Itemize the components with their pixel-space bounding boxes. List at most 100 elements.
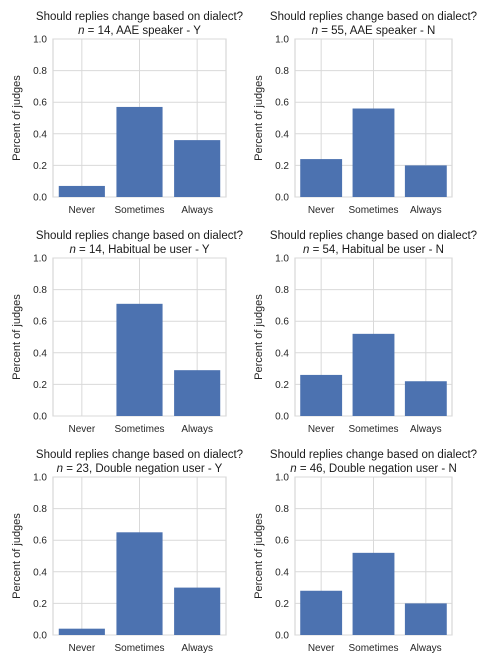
- subtitle-detail: = 23, Double negation user - Y: [63, 463, 223, 475]
- subtitle-n: n: [69, 244, 75, 256]
- subtitle-detail: = 14, Habitual be user - Y: [76, 244, 210, 256]
- chart-title: Should replies change based on dialect?: [36, 230, 243, 242]
- chart-panel-1: 0.0 0.2 0.4 0.6 0.8 1.0 Never Sometimes Always Sh…: [253, 11, 477, 216]
- y-tick-label: 0.4: [33, 129, 47, 140]
- y-tick-label: 0.8: [33, 66, 47, 77]
- y-tick-label: 0.0: [33, 193, 47, 204]
- bar-always: [174, 140, 221, 197]
- y-tick-label: 0.4: [33, 567, 47, 578]
- y-tick-label: 0.2: [33, 380, 47, 391]
- x-tick-label: Sometimes: [114, 424, 164, 435]
- subtitle-n: n: [303, 244, 309, 256]
- bar-sometimes: [116, 303, 163, 416]
- y-axis-label: Percent of judges: [11, 75, 23, 161]
- y-tick-label: 0.4: [275, 129, 289, 140]
- subtitle-detail: = 14, AAE speaker - Y: [84, 25, 201, 37]
- y-tick-label: 0.2: [33, 161, 47, 172]
- chart-subtitle: n = 46, Double negation user - N: [290, 463, 457, 475]
- y-tick-label: 0.0: [275, 193, 289, 204]
- y-tick-label: 0.0: [275, 412, 289, 423]
- y-tick-label: 0.6: [275, 536, 289, 547]
- bar-sometimes: [352, 552, 395, 635]
- y-tick-label: 0.6: [33, 317, 47, 328]
- chart-panel-2: 0.0 0.2 0.4 0.6 0.8 1.0 Never Sometimes Always Sh…: [11, 230, 243, 435]
- y-tick-label: 1.0: [275, 35, 289, 46]
- y-tick-label: 1.0: [275, 473, 289, 484]
- x-tick-label: Always: [181, 424, 213, 435]
- y-tick-label: 0.0: [33, 412, 47, 423]
- x-tick-label: Always: [410, 205, 442, 216]
- chart-subtitle: n = 54, Habitual be user - N: [303, 244, 444, 256]
- x-tick-label: Never: [68, 424, 95, 435]
- x-tick-label: Sometimes: [348, 643, 398, 654]
- bar-sometimes: [352, 108, 395, 197]
- subtitle-n: n: [78, 25, 84, 37]
- x-tick-label: Always: [410, 643, 442, 654]
- y-tick-label: 0.0: [275, 631, 289, 642]
- bar-sometimes: [352, 333, 395, 416]
- x-tick-label: Always: [410, 424, 442, 435]
- chart-title: Should replies change based on dialect?: [270, 11, 477, 23]
- x-tick-label: Never: [308, 643, 335, 654]
- y-axis-label: Percent of judges: [11, 513, 23, 599]
- x-tick-label: Sometimes: [348, 424, 398, 435]
- y-tick-label: 0.2: [33, 599, 47, 610]
- chart-subtitle: n = 14, Habitual be user - Y: [69, 244, 209, 256]
- bar-always: [174, 587, 221, 635]
- y-tick-label: 0.8: [275, 504, 289, 515]
- chart-panel-5: 0.0 0.2 0.4 0.6 0.8 1.0 Never Sometimes Always Sh…: [253, 449, 477, 654]
- y-tick-label: 1.0: [275, 254, 289, 265]
- y-tick-label: 0.6: [275, 98, 289, 109]
- bar-sometimes: [116, 106, 163, 197]
- y-tick-label: 0.8: [33, 504, 47, 515]
- y-tick-label: 0.6: [33, 98, 47, 109]
- subtitle-n: n: [57, 463, 63, 475]
- y-tick-label: 0.8: [33, 285, 47, 296]
- chart-panel-4: 0.0 0.2 0.4 0.6 0.8 1.0 Never Sometimes Always Sh…: [11, 449, 243, 654]
- x-tick-label: Sometimes: [114, 643, 164, 654]
- subtitle-detail: = 54, Habitual be user - N: [309, 244, 444, 256]
- chart-title: Should replies change based on dialect?: [270, 449, 477, 461]
- bar-never: [300, 590, 343, 635]
- y-tick-label: 0.4: [275, 567, 289, 578]
- x-tick-label: Always: [181, 643, 213, 654]
- x-tick-label: Never: [308, 205, 335, 216]
- subtitle-n: n: [312, 25, 318, 37]
- y-tick-label: 0.6: [275, 317, 289, 328]
- bar-always: [404, 165, 447, 197]
- x-tick-label: Never: [308, 424, 335, 435]
- bar-never: [300, 374, 343, 416]
- y-tick-label: 0.2: [275, 599, 289, 610]
- chart-title: Should replies change based on dialect?: [36, 449, 243, 461]
- subtitle-detail: = 46, Double negation user - N: [297, 463, 457, 475]
- y-tick-label: 0.4: [33, 348, 47, 359]
- y-tick-label: 0.2: [275, 161, 289, 172]
- bar-always: [404, 603, 447, 635]
- y-tick-label: 0.4: [275, 348, 289, 359]
- bar-never: [58, 185, 105, 197]
- bar-sometimes: [116, 532, 163, 635]
- y-axis-label: Percent of judges: [253, 75, 265, 161]
- x-tick-label: Sometimes: [114, 205, 164, 216]
- x-tick-label: Always: [181, 205, 213, 216]
- y-tick-label: 0.8: [275, 285, 289, 296]
- bar-always: [174, 370, 221, 416]
- chart-subtitle: n = 23, Double negation user - Y: [57, 463, 223, 475]
- y-tick-label: 0.0: [33, 631, 47, 642]
- chart-panel-3: 0.0 0.2 0.4 0.6 0.8 1.0 Never Sometimes Always Sh…: [253, 230, 477, 435]
- subtitle-detail: = 55, AAE speaker - N: [318, 25, 435, 37]
- y-tick-label: 0.2: [275, 380, 289, 391]
- y-axis-label: Percent of judges: [11, 294, 23, 380]
- bar-never: [58, 628, 105, 635]
- x-tick-label: Never: [68, 205, 95, 216]
- y-axis-label: Percent of judges: [253, 294, 265, 380]
- y-tick-label: 1.0: [33, 35, 47, 46]
- y-tick-label: 1.0: [33, 473, 47, 484]
- chart-subtitle: n = 55, AAE speaker - N: [312, 25, 436, 37]
- x-tick-label: Sometimes: [348, 205, 398, 216]
- bar-always: [404, 381, 447, 416]
- bar-never: [300, 159, 343, 197]
- chart-panel-0: 0.0 0.2 0.4 0.6 0.8 1.0 Never Sometimes Always Sh…: [11, 11, 243, 216]
- y-tick-label: 0.6: [33, 536, 47, 547]
